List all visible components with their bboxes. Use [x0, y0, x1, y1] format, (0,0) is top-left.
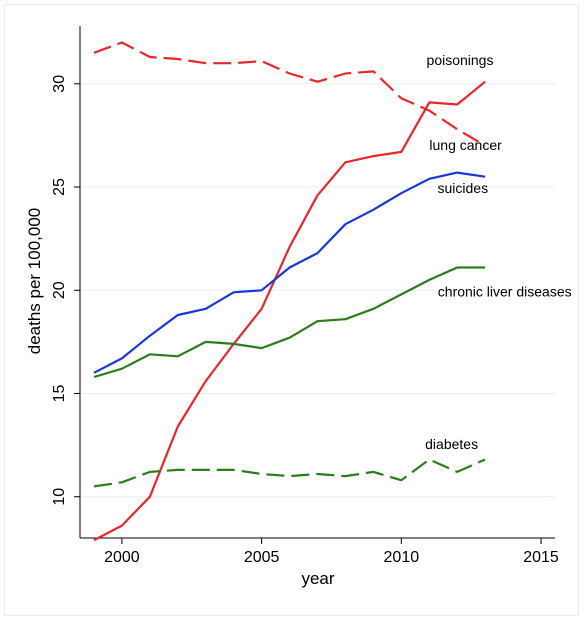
series-layer — [93, 41, 486, 542]
series-line-poisonings — [93, 80, 486, 542]
labels-layer: poisonings lung cancer suicides chronic liv… — [425, 52, 571, 452]
y-tick-label-15: 15 — [51, 384, 68, 402]
series-line-suicides — [93, 171, 486, 374]
chart-frame — [4, 4, 579, 616]
series-label-lung-cancer: lung cancer — [429, 137, 502, 153]
series-line-lung-cancer — [93, 41, 486, 147]
x-tick-label-2005: 2005 — [244, 549, 280, 566]
series-label-poisonings: poisonings — [427, 52, 494, 68]
x-tick-label-2015: 2015 — [523, 549, 559, 566]
y-tick-label-20: 20 — [51, 281, 68, 299]
y-tick-label-25: 25 — [51, 178, 68, 196]
series-label-suicides: suicides — [437, 180, 488, 196]
axes: 10 15 20 25 30 2000 2005 2010 2015 — [51, 26, 559, 566]
x-tick-label-2010: 2010 — [384, 549, 420, 566]
y-tick-label-30: 30 — [51, 75, 68, 93]
series-label-diabetes: diabetes — [425, 436, 478, 452]
series-label-chronic-liver-diseases: chronic liver diseases — [438, 283, 572, 299]
x-axis-title: year — [301, 569, 334, 588]
x-tick-label-2000: 2000 — [104, 549, 140, 566]
series-line-chronic-liver-diseases — [93, 266, 486, 379]
gridlines — [80, 83, 555, 498]
series-line-diabetes — [93, 458, 486, 488]
y-axis-title: deaths per 100,000 — [25, 208, 44, 355]
y-tick-label-10: 10 — [51, 488, 68, 506]
